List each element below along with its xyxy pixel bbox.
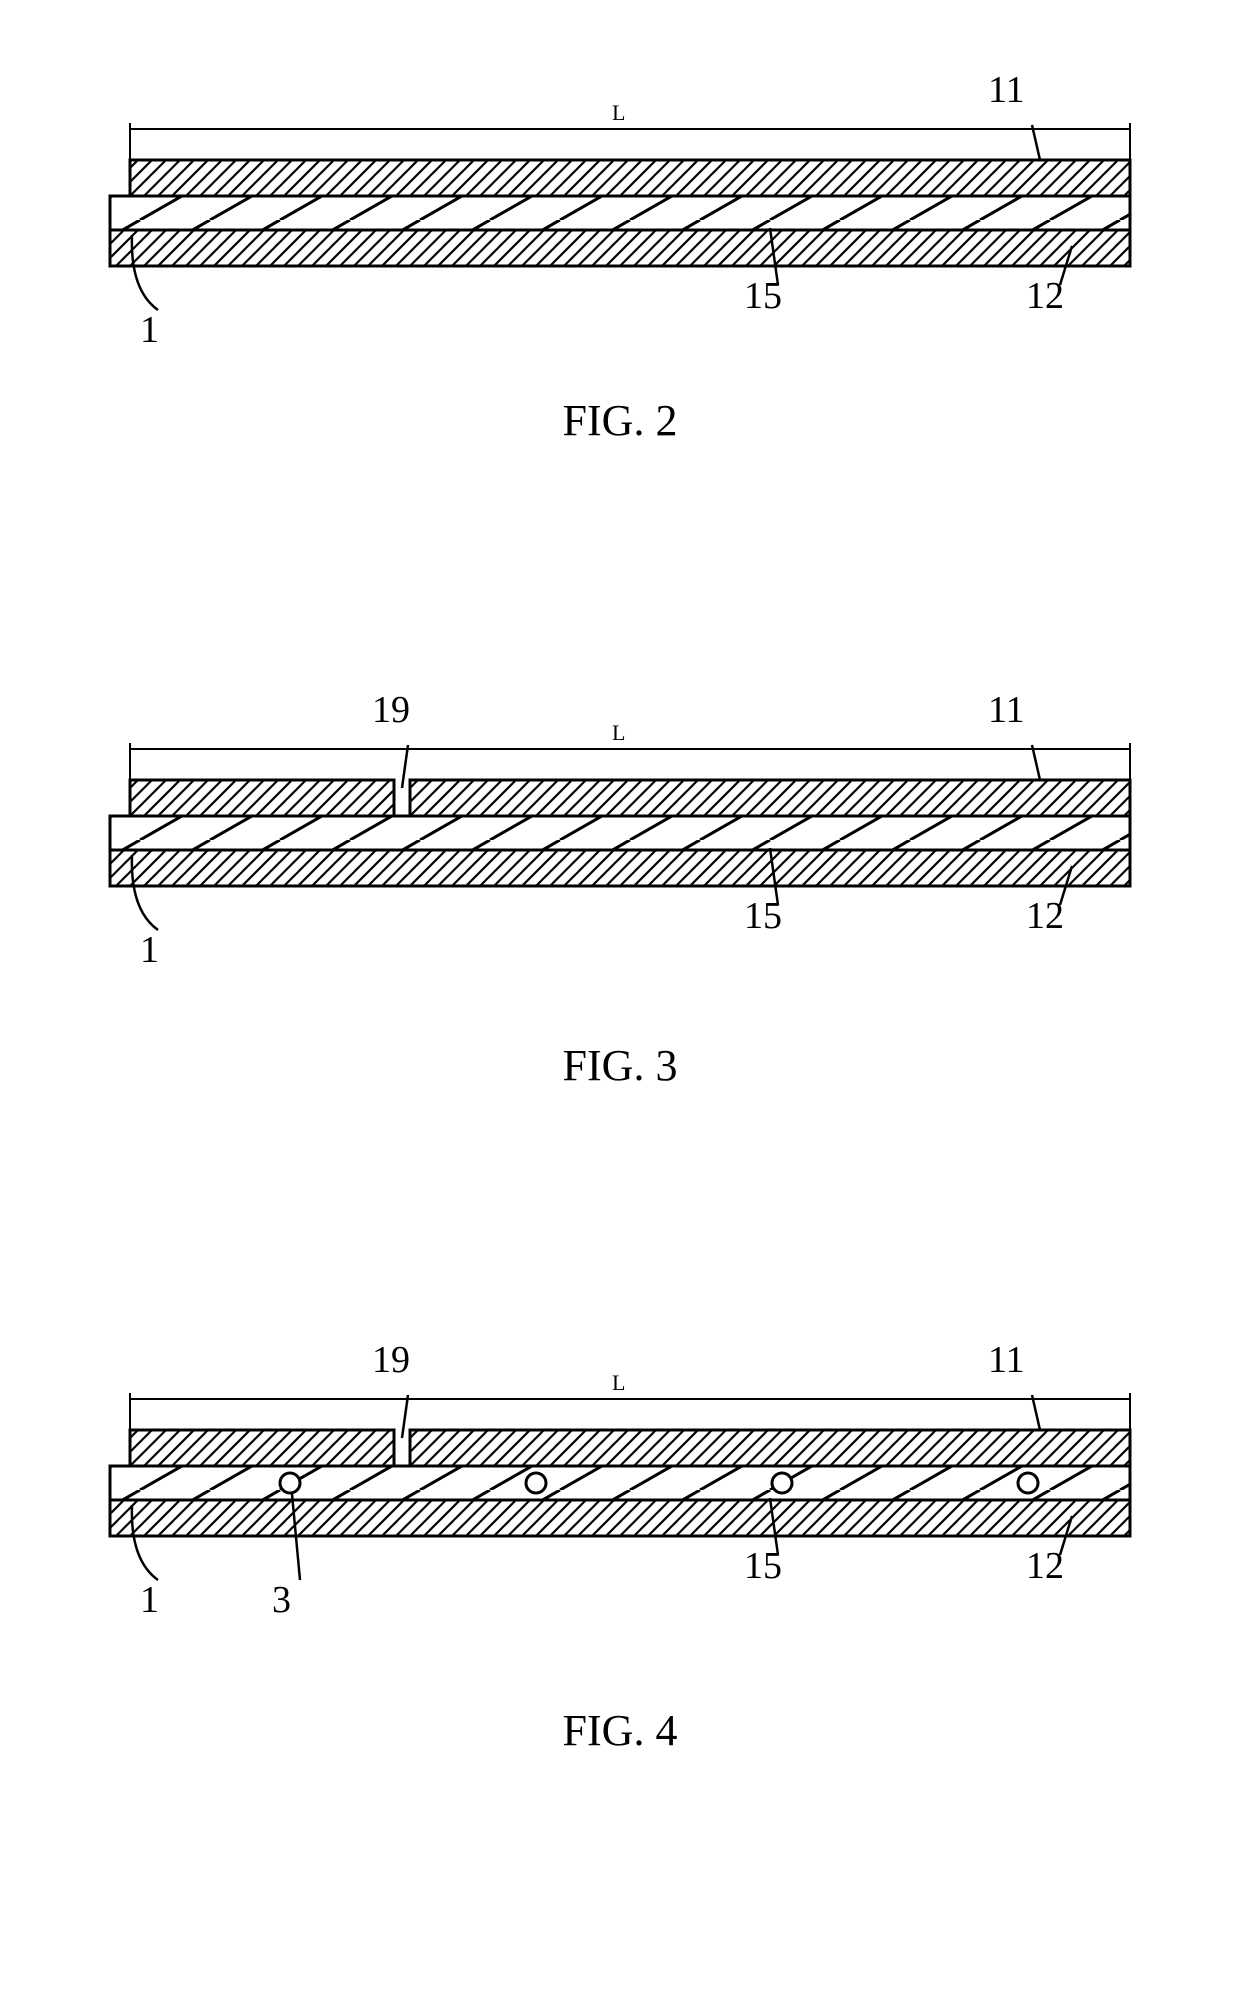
sandwich-body [110, 160, 1130, 266]
label-1: 1 [140, 928, 159, 972]
page: 11 15 12 1 L FIG. 2 [0, 0, 1240, 1990]
label-19: 19 [372, 688, 410, 732]
label-15: 15 [744, 274, 782, 318]
label-12: 12 [1026, 894, 1064, 938]
sandwich-body [110, 1430, 1130, 1536]
label-15: 15 [744, 894, 782, 938]
label-11: 11 [988, 68, 1025, 112]
sandwich-body [110, 780, 1130, 886]
label-11: 11 [988, 1338, 1025, 1382]
figure-2: 11 15 12 1 L [0, 60, 1240, 380]
caption-fig3: FIG. 3 [0, 1040, 1240, 1091]
label-15: 15 [744, 1544, 782, 1588]
caption-fig4: FIG. 4 [0, 1705, 1240, 1756]
label-L: L [612, 100, 625, 126]
label-1: 1 [140, 308, 159, 352]
label-3: 3 [272, 1578, 291, 1622]
label-11: 11 [988, 688, 1025, 732]
label-L: L [612, 1370, 625, 1396]
label-1: 1 [140, 1578, 159, 1622]
label-L: L [612, 720, 625, 746]
figure-3: 19 11 15 12 1 L [0, 680, 1240, 1000]
caption-fig2: FIG. 2 [0, 395, 1240, 446]
figure-4: 19 11 15 12 1 3 L [0, 1330, 1240, 1650]
label-12: 12 [1026, 1544, 1064, 1588]
dimension-L [130, 1393, 1130, 1430]
dimension-L [130, 743, 1130, 780]
label-19: 19 [372, 1338, 410, 1382]
label-12: 12 [1026, 274, 1064, 318]
dimension-L [130, 123, 1130, 160]
